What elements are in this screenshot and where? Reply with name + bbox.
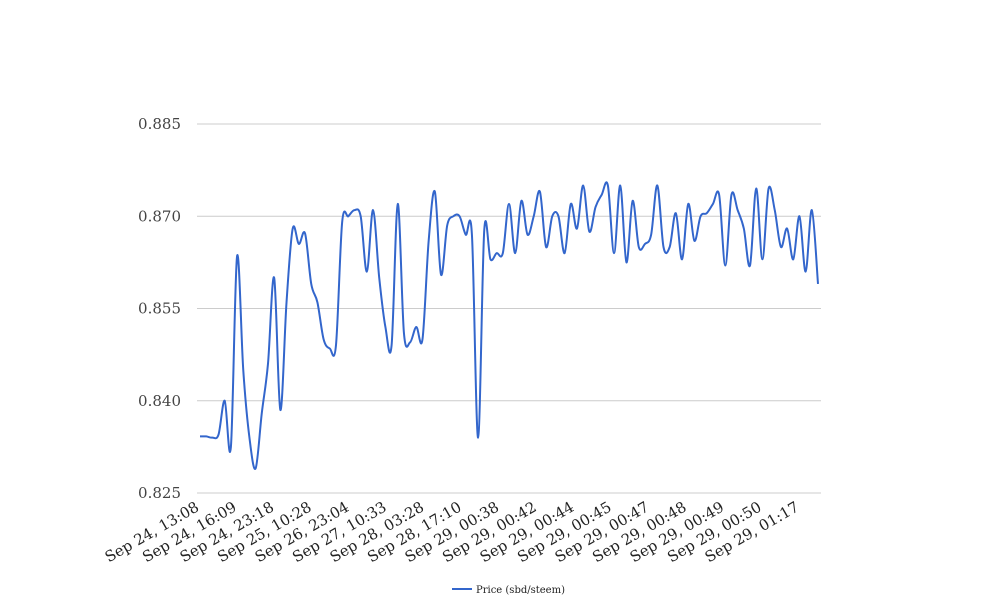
legend: Price (sbd/steem) — [452, 585, 565, 596]
series-lines — [199, 181, 819, 470]
y-tick-label: 0.855 — [138, 300, 181, 318]
y-axis-tick-labels: 0.825 0.840 0.855 0.870 0.885 — [138, 115, 181, 502]
legend-label-price: Price (sbd/steem) — [476, 585, 565, 596]
series-line-price — [199, 181, 819, 470]
y-tick-label: 0.840 — [138, 392, 181, 410]
y-tick-label: 0.825 — [138, 484, 181, 502]
y-tick-label: 0.885 — [138, 115, 181, 133]
y-tick-label: 0.870 — [138, 207, 181, 225]
gridlines — [197, 123, 821, 494]
